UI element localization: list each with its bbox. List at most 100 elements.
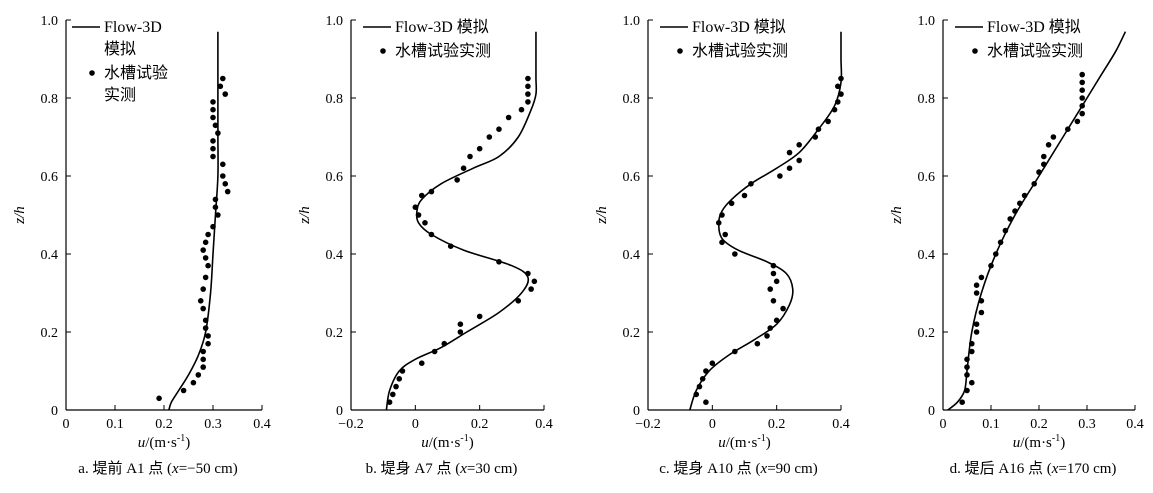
data-point-observed	[222, 181, 229, 187]
data-point-observed	[447, 243, 454, 249]
legend-label-observed: 水槽试验实测	[692, 42, 788, 60]
x-tick-label: 0.1	[106, 417, 124, 432]
data-point-observed	[200, 286, 206, 292]
data-point-observed	[773, 278, 780, 285]
data-point-observed	[1017, 200, 1023, 207]
data-point-observed	[210, 153, 216, 160]
data-point-observed	[399, 368, 406, 374]
data-point-observed	[997, 239, 1004, 246]
x-axis-units-exponent: -1	[177, 433, 185, 444]
y-tick-label: 0	[51, 404, 58, 419]
data-point-observed	[205, 262, 211, 269]
caption-prefix: a. 堤前 A1 点 (	[78, 460, 172, 477]
x-axis-variable: u	[421, 435, 429, 451]
y-tick-label: 0	[633, 404, 640, 419]
x-axis-units-close: )	[185, 435, 190, 451]
caption-value: =90 cm)	[767, 461, 818, 477]
caption-variable: x	[171, 461, 179, 477]
data-point-observed	[210, 145, 216, 152]
data-point-observed	[197, 298, 204, 304]
data-point-observed	[190, 379, 197, 386]
data-point-observed	[496, 259, 502, 265]
data-point-observed	[1007, 216, 1013, 222]
y-tick-label: 0.6	[326, 170, 344, 185]
x-axis-units: /(m·s	[1020, 435, 1052, 451]
x-tick-label: 0.4	[535, 417, 553, 432]
data-point-observed	[1002, 227, 1009, 234]
x-axis-units: /(m·s	[145, 435, 177, 451]
x-axis-variable: u	[138, 435, 146, 451]
x-axis-title: u/(m·s-1)	[718, 433, 771, 451]
x-tick-label: 0.2	[768, 417, 786, 432]
panel-caption: b. 堤身 A7 点 (x=30 cm)	[366, 460, 518, 477]
data-point-observed	[393, 383, 399, 390]
data-point-observed	[195, 372, 202, 378]
data-point-observed	[770, 298, 777, 304]
y-tick-label: 0.6	[623, 170, 641, 185]
x-axis-units-exponent: -1	[757, 433, 765, 444]
data-point-observed	[396, 376, 403, 382]
y-tick-label: 1.0	[41, 14, 59, 29]
data-point-observed	[457, 321, 464, 328]
x-axis-variable: u	[718, 435, 726, 451]
x-tick-label: 0.4	[1126, 417, 1144, 432]
data-point-observed	[1012, 208, 1018, 214]
data-point-observed	[728, 200, 735, 207]
x-axis-units-exponent: -1	[460, 433, 468, 444]
x-axis-variable: u	[1013, 435, 1021, 451]
data-point-observed	[1050, 134, 1057, 140]
data-point-observed	[993, 251, 999, 257]
y-tick-label: 0.8	[623, 92, 641, 107]
data-point-observed	[796, 142, 802, 148]
chart-panel-a: 0 0.1 0.2 0.3 0.4 0 0.2 0.4 0.6 0.8 1.0 z/h u/(m·s-1…	[12, 14, 271, 477]
data-point-observed	[212, 122, 219, 129]
data-point-observed	[467, 153, 473, 160]
data-point-observed	[200, 348, 206, 355]
data-point-observed	[696, 383, 703, 390]
data-point-observed	[715, 220, 722, 226]
y-tick-label: 0.4	[41, 248, 59, 263]
y-tick-label: 0.2	[918, 326, 936, 341]
caption-value: =30 cm)	[467, 461, 518, 477]
data-point-observed	[973, 290, 980, 296]
data-point-observed	[205, 340, 211, 347]
data-point-observed	[703, 368, 709, 374]
data-point-observed	[969, 379, 975, 386]
x-tick-label: −0.2	[635, 417, 660, 432]
data-point-observed	[969, 340, 975, 347]
x-tick-label: 0	[940, 417, 947, 432]
data-point-observed	[834, 83, 841, 90]
data-point-observed	[156, 395, 162, 402]
legend-marker-swatch	[89, 70, 95, 76]
legend-label-model: Flow-3D	[104, 19, 162, 36]
series-line-flow3d	[689, 31, 843, 411]
data-point-observed	[441, 340, 448, 347]
data-point-observed	[454, 177, 460, 183]
data-point-observed	[428, 188, 435, 195]
data-point-observed	[741, 192, 748, 199]
data-point-observed	[964, 372, 970, 378]
data-point-observed	[224, 188, 231, 195]
data-point-observed	[200, 247, 206, 253]
data-point-observed	[412, 204, 419, 210]
data-point-observed	[767, 286, 774, 292]
data-point-observed	[1079, 87, 1085, 93]
data-point-observed	[1079, 79, 1085, 86]
caption-value: =170 cm)	[1058, 461, 1116, 477]
data-point-observed	[525, 83, 531, 90]
data-point-observed	[1036, 169, 1042, 175]
data-point-observed	[703, 399, 709, 406]
data-point-observed	[200, 305, 206, 312]
y-tick-label: 0.2	[623, 326, 641, 341]
y-tick-label: 0.8	[41, 92, 59, 107]
data-point-observed	[525, 91, 531, 97]
data-point-observed	[215, 130, 221, 136]
y-tick-label: 0.4	[623, 248, 641, 263]
data-point-observed	[460, 165, 467, 171]
data-point-observed	[780, 305, 786, 312]
data-point-observed	[978, 309, 985, 316]
data-point-observed	[831, 106, 838, 113]
